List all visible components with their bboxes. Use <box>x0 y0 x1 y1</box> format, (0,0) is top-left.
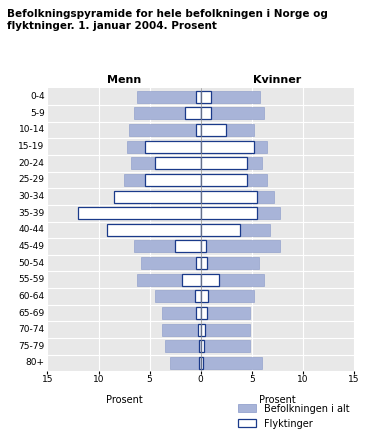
Bar <box>185 107 201 119</box>
Bar <box>78 207 201 219</box>
Bar <box>127 224 201 236</box>
Bar <box>182 274 201 286</box>
Bar <box>119 191 201 202</box>
Bar <box>201 224 270 236</box>
Bar <box>201 290 254 302</box>
Bar <box>165 340 201 352</box>
Bar <box>201 257 207 269</box>
Bar <box>175 240 201 252</box>
Bar <box>201 307 207 319</box>
Bar <box>201 174 267 186</box>
Bar <box>127 141 201 152</box>
Bar <box>201 207 257 219</box>
Legend: Befolkningen i alt, Flyktinger: Befolkningen i alt, Flyktinger <box>238 404 349 429</box>
Bar <box>124 174 201 186</box>
Text: Befolkningspyramide for hele befolkningen i Norge og
flyktninger. 1. januar 2004: Befolkningspyramide for hele befolkninge… <box>7 9 328 31</box>
Text: Prosent: Prosent <box>259 395 296 404</box>
Bar <box>201 357 262 369</box>
Bar <box>201 240 206 252</box>
Bar <box>196 91 201 103</box>
Bar <box>155 290 201 302</box>
Bar <box>201 340 250 352</box>
Bar <box>201 124 226 136</box>
Bar <box>196 257 201 269</box>
Bar <box>201 274 219 286</box>
Bar <box>201 340 204 352</box>
Bar <box>162 307 201 319</box>
Bar <box>129 124 201 136</box>
Bar <box>196 124 201 136</box>
Bar <box>145 141 201 152</box>
Bar <box>137 274 201 286</box>
Bar <box>201 307 250 319</box>
Bar <box>195 290 201 302</box>
Bar <box>114 191 201 202</box>
Text: Menn: Menn <box>107 75 141 85</box>
Text: Prosent: Prosent <box>106 395 142 404</box>
Bar <box>142 257 201 269</box>
Bar <box>199 357 201 369</box>
Bar <box>201 290 208 302</box>
Bar <box>201 157 247 169</box>
Bar <box>201 107 264 119</box>
Bar <box>134 107 201 119</box>
Bar <box>198 324 201 335</box>
Bar <box>201 141 254 152</box>
Bar <box>114 207 201 219</box>
Bar <box>145 174 201 186</box>
Bar <box>201 157 262 169</box>
Bar <box>201 324 205 335</box>
Bar <box>201 141 267 152</box>
Bar <box>162 324 201 335</box>
Bar <box>201 274 264 286</box>
Bar <box>201 91 211 103</box>
Bar <box>134 240 201 252</box>
Bar <box>107 224 201 236</box>
Bar <box>199 340 201 352</box>
Bar <box>201 107 211 119</box>
Bar <box>201 357 203 369</box>
Bar <box>201 207 280 219</box>
Bar <box>201 91 260 103</box>
Bar <box>201 191 257 202</box>
Bar <box>170 357 201 369</box>
Bar <box>201 257 259 269</box>
Bar <box>201 124 254 136</box>
Bar <box>131 157 201 169</box>
Text: Kvinner: Kvinner <box>253 75 301 85</box>
Bar <box>201 191 274 202</box>
Bar <box>196 307 201 319</box>
Bar <box>137 91 201 103</box>
Bar <box>201 174 247 186</box>
Bar <box>201 324 250 335</box>
Bar <box>201 240 280 252</box>
Bar <box>155 157 201 169</box>
Bar <box>201 224 239 236</box>
